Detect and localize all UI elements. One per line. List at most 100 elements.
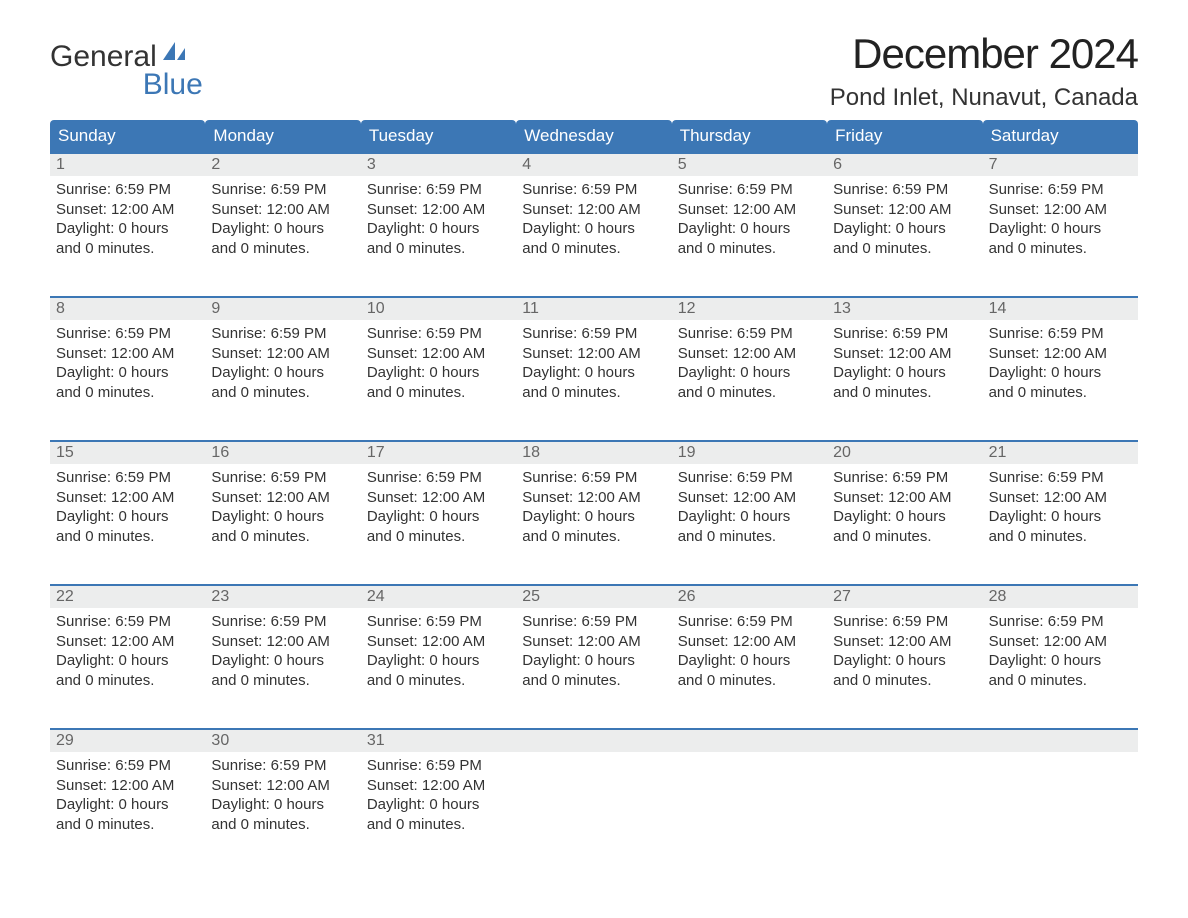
day-number: 11 (516, 298, 671, 320)
daylight-text-2: and 0 minutes. (56, 239, 199, 259)
daylight-text-2: and 0 minutes. (56, 815, 199, 835)
day-cell: Sunrise: 6:59 PMSunset: 12:00 AMDaylight… (983, 176, 1138, 278)
sunset-text: Sunset: 12:00 AM (56, 632, 199, 652)
sunrise-text: Sunrise: 6:59 PM (989, 468, 1132, 488)
day-cell: Sunrise: 6:59 PMSunset: 12:00 AMDaylight… (516, 320, 671, 422)
sunrise-text: Sunrise: 6:59 PM (678, 324, 821, 344)
sunset-text: Sunset: 12:00 AM (989, 632, 1132, 652)
day-number: 9 (205, 298, 360, 320)
daylight-text: Daylight: 0 hours (833, 507, 976, 527)
daylight-text-2: and 0 minutes. (367, 239, 510, 259)
daylight-text-2: and 0 minutes. (367, 815, 510, 835)
sunrise-text: Sunrise: 6:59 PM (56, 324, 199, 344)
day-cell: Sunrise: 6:59 PMSunset: 12:00 AMDaylight… (516, 176, 671, 278)
day-cell: Sunrise: 6:59 PMSunset: 12:00 AMDaylight… (361, 320, 516, 422)
day-number: 2 (205, 154, 360, 176)
day-number (672, 730, 827, 752)
daylight-text: Daylight: 0 hours (833, 651, 976, 671)
day-cell: Sunrise: 6:59 PMSunset: 12:00 AMDaylight… (983, 320, 1138, 422)
sunset-text: Sunset: 12:00 AM (522, 488, 665, 508)
sunset-text: Sunset: 12:00 AM (56, 776, 199, 796)
day-number: 18 (516, 442, 671, 464)
daynum-row: 293031 (50, 728, 1138, 752)
daylight-text: Daylight: 0 hours (56, 219, 199, 239)
day-number: 21 (983, 442, 1138, 464)
dayhead-saturday: Saturday (983, 120, 1138, 152)
sunset-text: Sunset: 12:00 AM (367, 488, 510, 508)
day-number: 14 (983, 298, 1138, 320)
day-number: 8 (50, 298, 205, 320)
sunrise-text: Sunrise: 6:59 PM (522, 468, 665, 488)
daynum-row: 15161718192021 (50, 440, 1138, 464)
sunrise-text: Sunrise: 6:59 PM (678, 468, 821, 488)
calendar-week: 15161718192021Sunrise: 6:59 PMSunset: 12… (50, 440, 1138, 566)
day-number: 20 (827, 442, 982, 464)
daylight-text: Daylight: 0 hours (56, 363, 199, 383)
sunset-text: Sunset: 12:00 AM (522, 200, 665, 220)
day-number: 16 (205, 442, 360, 464)
daylight-text-2: and 0 minutes. (367, 671, 510, 691)
sunrise-text: Sunrise: 6:59 PM (367, 180, 510, 200)
daylight-text-2: and 0 minutes. (989, 527, 1132, 547)
day-cell: Sunrise: 6:59 PMSunset: 12:00 AMDaylight… (50, 320, 205, 422)
day-cell: Sunrise: 6:59 PMSunset: 12:00 AMDaylight… (361, 464, 516, 566)
day-cell: Sunrise: 6:59 PMSunset: 12:00 AMDaylight… (50, 752, 205, 854)
sunset-text: Sunset: 12:00 AM (211, 488, 354, 508)
logo-sail-icon (161, 40, 189, 69)
day-cell: Sunrise: 6:59 PMSunset: 12:00 AMDaylight… (516, 608, 671, 710)
day-cell: Sunrise: 6:59 PMSunset: 12:00 AMDaylight… (983, 608, 1138, 710)
calendar-grid: 1234567Sunrise: 6:59 PMSunset: 12:00 AMD… (50, 152, 1138, 854)
sunset-text: Sunset: 12:00 AM (367, 344, 510, 364)
sunset-text: Sunset: 12:00 AM (56, 200, 199, 220)
day-number: 13 (827, 298, 982, 320)
daylight-text-2: and 0 minutes. (211, 239, 354, 259)
day-number: 10 (361, 298, 516, 320)
daylight-text: Daylight: 0 hours (678, 651, 821, 671)
daynum-row: 1234567 (50, 152, 1138, 176)
sunset-text: Sunset: 12:00 AM (833, 200, 976, 220)
day-number: 25 (516, 586, 671, 608)
daylight-text: Daylight: 0 hours (833, 363, 976, 383)
daylight-text: Daylight: 0 hours (211, 651, 354, 671)
sunset-text: Sunset: 12:00 AM (678, 200, 821, 220)
day-cell: Sunrise: 6:59 PMSunset: 12:00 AMDaylight… (672, 464, 827, 566)
day-number (516, 730, 671, 752)
daylight-text-2: and 0 minutes. (678, 671, 821, 691)
daylight-text-2: and 0 minutes. (367, 383, 510, 403)
day-cell: Sunrise: 6:59 PMSunset: 12:00 AMDaylight… (50, 464, 205, 566)
daylight-text-2: and 0 minutes. (833, 671, 976, 691)
day-number: 1 (50, 154, 205, 176)
daylight-text-2: and 0 minutes. (989, 671, 1132, 691)
sunset-text: Sunset: 12:00 AM (989, 200, 1132, 220)
daylight-text: Daylight: 0 hours (522, 363, 665, 383)
sunrise-text: Sunrise: 6:59 PM (833, 612, 976, 632)
day-cell: Sunrise: 6:59 PMSunset: 12:00 AMDaylight… (361, 608, 516, 710)
day-cell: Sunrise: 6:59 PMSunset: 12:00 AMDaylight… (672, 320, 827, 422)
sunrise-text: Sunrise: 6:59 PM (56, 756, 199, 776)
daylight-text-2: and 0 minutes. (211, 815, 354, 835)
day-number: 23 (205, 586, 360, 608)
day-number (827, 730, 982, 752)
daylight-text: Daylight: 0 hours (989, 219, 1132, 239)
daylight-text-2: and 0 minutes. (211, 527, 354, 547)
logo-text-general: General (50, 40, 157, 74)
day-cell: Sunrise: 6:59 PMSunset: 12:00 AMDaylight… (983, 464, 1138, 566)
daylight-text: Daylight: 0 hours (56, 507, 199, 527)
sunset-text: Sunset: 12:00 AM (56, 488, 199, 508)
dayhead-sunday: Sunday (50, 120, 205, 152)
daylight-text-2: and 0 minutes. (678, 239, 821, 259)
daynum-row: 891011121314 (50, 296, 1138, 320)
sunset-text: Sunset: 12:00 AM (833, 344, 976, 364)
daylight-text: Daylight: 0 hours (989, 507, 1132, 527)
day-number: 6 (827, 154, 982, 176)
sunset-text: Sunset: 12:00 AM (522, 632, 665, 652)
day-cell (516, 752, 671, 854)
calendar-week: 22232425262728Sunrise: 6:59 PMSunset: 12… (50, 584, 1138, 710)
dayhead-thursday: Thursday (672, 120, 827, 152)
day-cell (672, 752, 827, 854)
daylight-text-2: and 0 minutes. (678, 527, 821, 547)
sunrise-text: Sunrise: 6:59 PM (678, 612, 821, 632)
sunset-text: Sunset: 12:00 AM (56, 344, 199, 364)
dayhead-monday: Monday (205, 120, 360, 152)
daylight-text-2: and 0 minutes. (56, 671, 199, 691)
